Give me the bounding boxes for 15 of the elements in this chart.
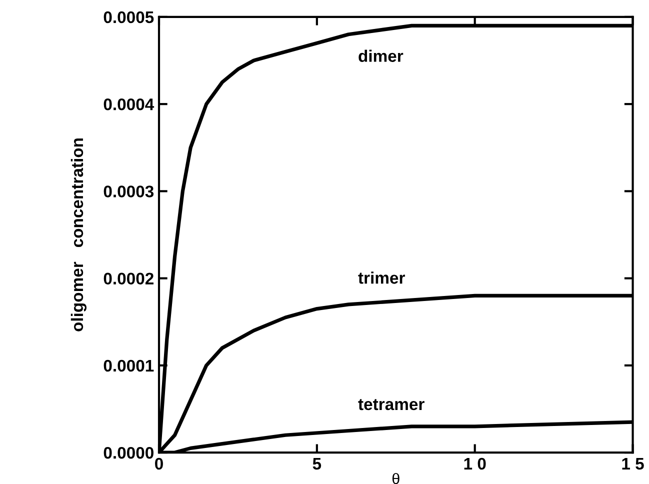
series-label: trimer <box>358 272 405 284</box>
y-tick-label: 0.0000 <box>104 446 154 459</box>
x-tick-label: 1 0 <box>464 458 486 470</box>
y-tick-label: 0.0003 <box>104 186 154 198</box>
x-tick-label: 1 5 <box>622 458 644 470</box>
x-tick-label: 5 <box>312 458 322 470</box>
y-tick-label: 0.0002 <box>104 272 154 285</box>
y-tick-label: 0.0005 <box>104 11 154 24</box>
series-label: tetramer <box>358 399 424 410</box>
x-axis-title: θ <box>392 472 400 484</box>
y-axis-title: oligomer concentration <box>70 138 87 332</box>
y-tick-label: 0.0004 <box>104 98 154 110</box>
series-label: dimer <box>358 50 404 62</box>
x-tick-label: 0 <box>155 458 163 470</box>
y-tick-label: 0.0001 <box>104 360 154 372</box>
